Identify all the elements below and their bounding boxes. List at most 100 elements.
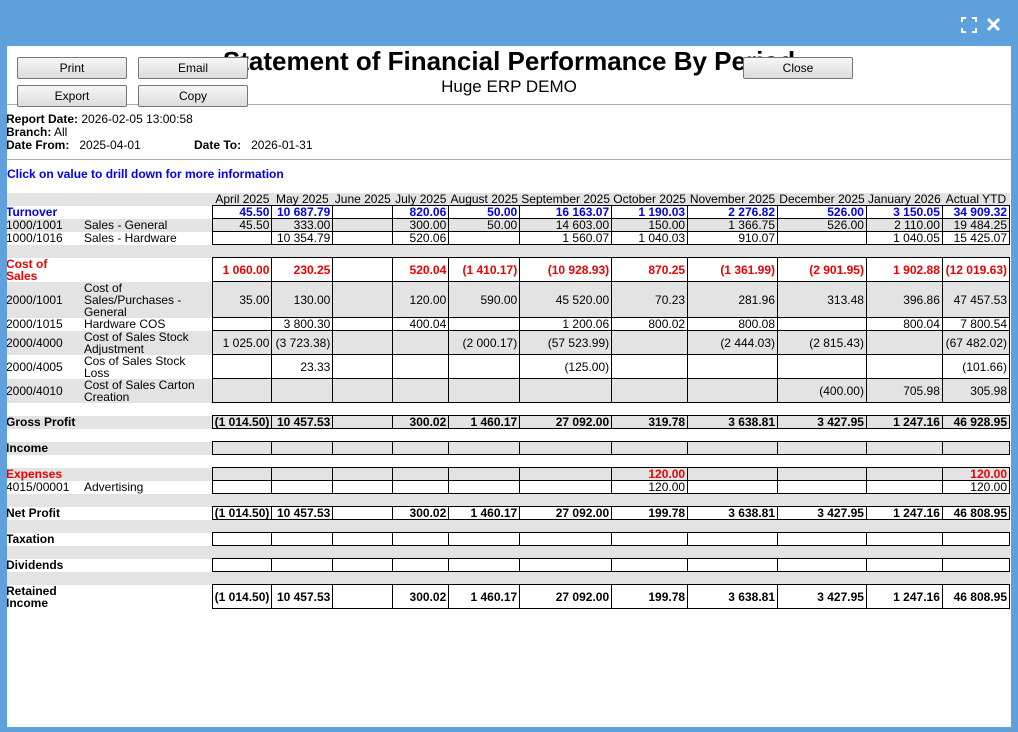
value-cell[interactable]: 27 092.00	[519, 506, 613, 520]
value-cell[interactable]: 120.00	[392, 281, 450, 318]
maximize-icon[interactable]	[961, 17, 977, 33]
value-cell[interactable]: 2 110.00	[865, 218, 943, 232]
value-cell[interactable]: 10 457.53	[271, 584, 334, 609]
value-cell[interactable]: 319.78	[611, 415, 689, 429]
value-cell[interactable]: 70.23	[611, 281, 689, 318]
value-cell[interactable]: 46 928.95	[941, 415, 1011, 429]
value-cell[interactable]: 3 427.95	[777, 415, 867, 429]
value-cell[interactable]: (1 014.50)	[212, 506, 273, 520]
value-cell[interactable]: 1 200.06	[519, 317, 613, 331]
value-cell[interactable]: 45.50	[212, 218, 273, 232]
value-cell[interactable]: (1 410.17)	[448, 257, 521, 282]
value-cell[interactable]: 520.06	[392, 231, 450, 245]
email-button[interactable]: Email	[138, 57, 248, 79]
value-cell[interactable]: (2 815.43)	[777, 330, 867, 355]
value-cell[interactable]: (10 928.93)	[519, 257, 613, 282]
value-cell[interactable]: 313.48	[777, 281, 867, 318]
value-cell[interactable]: 47 457.53	[941, 281, 1011, 318]
value-cell[interactable]: 35.00	[212, 281, 273, 318]
value-cell[interactable]: (57 523.99)	[519, 330, 613, 355]
value-cell[interactable]: 1 247.16	[865, 584, 943, 609]
value-cell[interactable]: 1 247.16	[865, 506, 943, 520]
value-cell[interactable]: (2 901.95)	[777, 257, 867, 282]
value-cell[interactable]: 3 150.05	[865, 205, 943, 219]
export-button[interactable]: Export	[17, 85, 127, 107]
value-cell[interactable]: (12 019.63)	[941, 257, 1011, 282]
value-cell[interactable]: 2 276.82	[687, 205, 779, 219]
value-cell[interactable]: (2 444.03)	[687, 330, 779, 355]
value-cell[interactable]: 45 520.00	[519, 281, 613, 318]
value-cell[interactable]: 130.00	[271, 281, 334, 318]
value-cell[interactable]: 526.00	[777, 205, 867, 219]
value-cell[interactable]: (400.00)	[777, 378, 867, 403]
value-cell[interactable]: 800.08	[687, 317, 779, 331]
value-cell[interactable]: 526.00	[777, 218, 867, 232]
value-cell[interactable]: 10 354.79	[271, 231, 334, 245]
value-cell[interactable]: 590.00	[448, 281, 521, 318]
value-cell[interactable]: 50.00	[448, 205, 521, 219]
value-cell[interactable]: 300.02	[392, 584, 450, 609]
value-cell[interactable]: 300.00	[392, 218, 450, 232]
value-cell[interactable]: 27 092.00	[519, 584, 613, 609]
value-cell[interactable]: 396.86	[865, 281, 943, 318]
value-cell[interactable]: 3 638.81	[687, 415, 779, 429]
value-cell[interactable]: 120.00	[941, 480, 1011, 494]
value-cell[interactable]: (1 014.50)	[212, 415, 273, 429]
value-cell[interactable]: 46 808.95	[941, 506, 1011, 520]
value-cell[interactable]: 120.00	[941, 467, 1011, 481]
value-cell[interactable]: 800.04	[865, 317, 943, 331]
value-cell[interactable]: 1 460.17	[448, 584, 521, 609]
value-cell[interactable]: 800.02	[611, 317, 689, 331]
value-cell[interactable]: 15 425.07	[941, 231, 1011, 245]
value-cell[interactable]: 46 808.95	[941, 584, 1011, 609]
value-cell[interactable]: 14 603.00	[519, 218, 613, 232]
value-cell[interactable]: 7 800.54	[941, 317, 1011, 331]
value-cell[interactable]: 3 800.30	[271, 317, 334, 331]
print-button[interactable]: Print	[17, 57, 127, 79]
value-cell[interactable]: 1 460.17	[448, 415, 521, 429]
value-cell[interactable]: 820.06	[392, 205, 450, 219]
value-cell[interactable]: 120.00	[611, 480, 689, 494]
value-cell[interactable]: 34 909.32	[941, 205, 1011, 219]
value-cell[interactable]: 19 484.25	[941, 218, 1011, 232]
value-cell[interactable]: 1 460.17	[448, 506, 521, 520]
value-cell[interactable]: 1 025.00	[212, 330, 273, 355]
value-cell[interactable]: (1 014.50)	[212, 584, 273, 609]
value-cell[interactable]: 230.25	[271, 257, 334, 282]
value-cell[interactable]: (1 361.99)	[687, 257, 779, 282]
close-icon[interactable]	[986, 17, 1001, 32]
value-cell[interactable]: 10 457.53	[271, 506, 334, 520]
value-cell[interactable]: (3 723.38)	[271, 330, 334, 355]
value-cell[interactable]: 199.78	[611, 584, 689, 609]
value-cell[interactable]: 910.07	[687, 231, 779, 245]
value-cell[interactable]: 23.33	[271, 354, 334, 379]
value-cell[interactable]: 3 427.95	[777, 584, 867, 609]
value-cell[interactable]: 199.78	[611, 506, 689, 520]
value-cell[interactable]: 27 092.00	[519, 415, 613, 429]
value-cell[interactable]: 10 457.53	[271, 415, 334, 429]
copy-button[interactable]: Copy	[138, 85, 248, 107]
value-cell[interactable]: 120.00	[611, 467, 689, 481]
value-cell[interactable]: 150.00	[611, 218, 689, 232]
value-cell[interactable]: 1 060.00	[212, 257, 273, 282]
value-cell[interactable]: 520.04	[392, 257, 450, 282]
value-cell[interactable]: 45.50	[212, 205, 273, 219]
value-cell[interactable]: 1 190.03	[611, 205, 689, 219]
value-cell[interactable]: (2 000.17)	[448, 330, 521, 355]
value-cell[interactable]: (101.66)	[941, 354, 1011, 379]
value-cell[interactable]: 1 247.16	[865, 415, 943, 429]
value-cell[interactable]: 705.98	[865, 378, 943, 403]
value-cell[interactable]: 1 560.07	[519, 231, 613, 245]
value-cell[interactable]: 305.98	[941, 378, 1011, 403]
value-cell[interactable]: 1 902.88	[865, 257, 943, 282]
value-cell[interactable]: 50.00	[448, 218, 521, 232]
value-cell[interactable]: 16 163.07	[519, 205, 613, 219]
value-cell[interactable]: 10 687.79	[271, 205, 334, 219]
value-cell[interactable]: 1 040.05	[865, 231, 943, 245]
value-cell[interactable]: 870.25	[611, 257, 689, 282]
value-cell[interactable]: (67 482.02)	[941, 330, 1011, 355]
value-cell[interactable]: (125.00)	[519, 354, 613, 379]
value-cell[interactable]: 300.02	[392, 506, 450, 520]
value-cell[interactable]: 3 638.81	[687, 506, 779, 520]
value-cell[interactable]: 281.96	[687, 281, 779, 318]
